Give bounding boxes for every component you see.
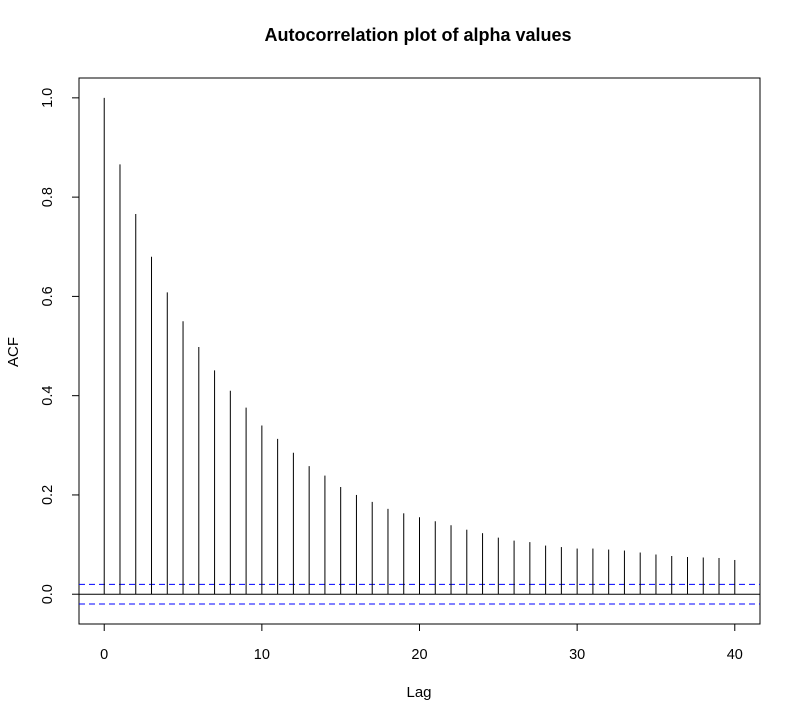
y-tick-label: 0.0 [40, 584, 56, 604]
x-tick-label: 40 [727, 647, 743, 663]
x-tick-label: 30 [569, 647, 585, 663]
y-tick-label: 0.8 [40, 187, 56, 207]
x-axis-label: Lag [406, 684, 431, 701]
x-tick-label: 10 [254, 647, 270, 663]
x-tick-label: 0 [100, 647, 108, 663]
y-tick-label: 0.6 [40, 286, 56, 306]
y-tick-label: 0.4 [40, 386, 56, 406]
acf-series [79, 97, 760, 605]
y-axis: 0.0 0.2 0.4 0.6 0.8 1.0 [40, 88, 80, 604]
y-tick-label: 1.0 [40, 88, 56, 108]
y-axis-label: ACF [5, 337, 22, 367]
x-tick-label: 20 [411, 647, 427, 663]
x-axis: 0 10 20 30 40 [100, 623, 743, 663]
chart-title: Autocorrelation plot of alpha values [264, 25, 571, 45]
y-tick-label: 0.2 [40, 485, 56, 505]
